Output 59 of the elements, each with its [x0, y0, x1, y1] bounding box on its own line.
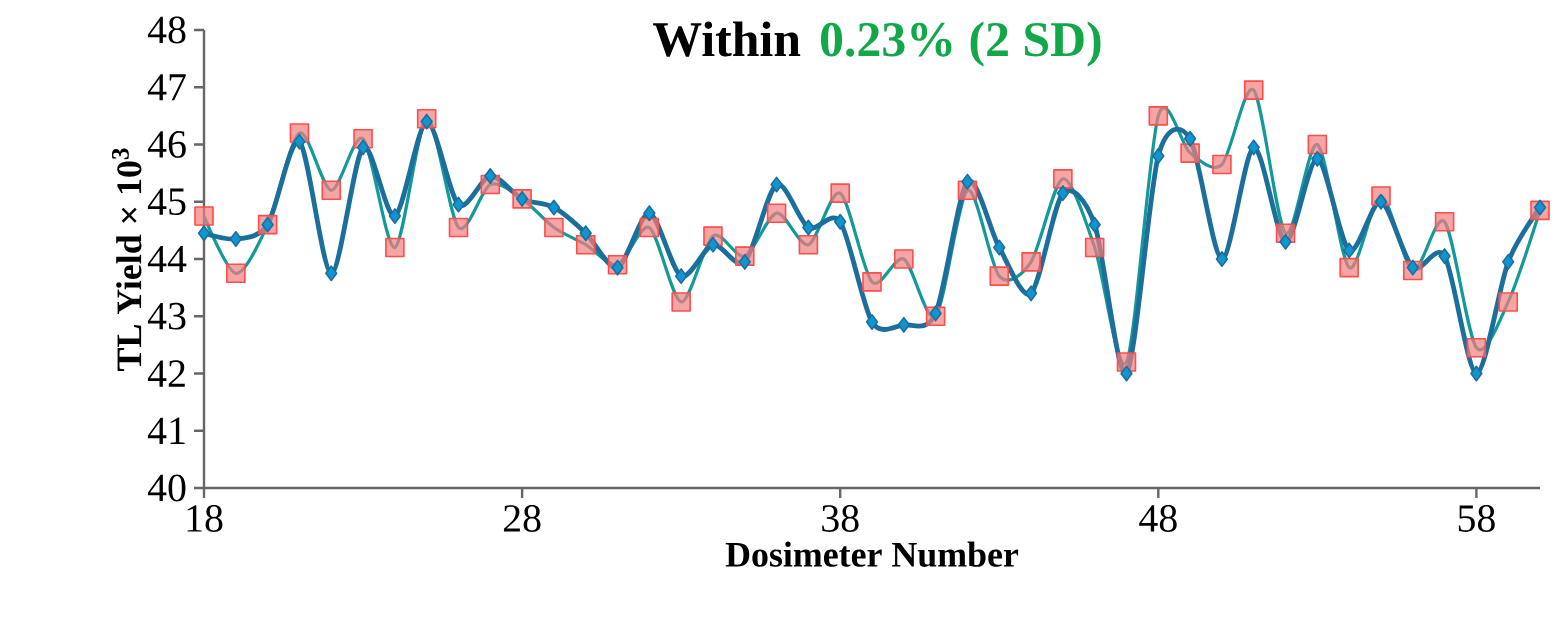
point — [388, 208, 402, 225]
point — [1279, 233, 1292, 250]
point — [484, 167, 497, 184]
y-tick-label: 47 — [147, 74, 186, 101]
chart-subtitle: 0.23% (2 SD) — [820, 21, 1101, 67]
point — [611, 259, 624, 276]
y-tick-label: 44 — [147, 245, 187, 273]
point — [420, 113, 433, 130]
point — [1183, 130, 1197, 147]
point — [738, 253, 751, 270]
y-tick-label: 46 — [147, 131, 186, 158]
point — [1311, 150, 1324, 167]
point — [834, 213, 847, 230]
point — [897, 316, 911, 333]
point — [356, 139, 370, 156]
y-axis-title: TL Yield × 10$^{3}$ — [111, 148, 142, 371]
point — [643, 205, 656, 222]
point — [1342, 242, 1356, 259]
point — [1374, 193, 1388, 210]
point — [1152, 147, 1165, 164]
point — [1088, 216, 1101, 233]
point — [961, 173, 974, 190]
point — [674, 268, 688, 285]
point — [1056, 185, 1070, 202]
point — [802, 219, 815, 236]
point — [293, 133, 306, 150]
point — [1215, 251, 1229, 267]
point — [770, 176, 783, 193]
point — [1024, 285, 1038, 302]
x-axis-title: Dosimeter Number — [725, 541, 1019, 567]
y-tick-label: 48 — [147, 16, 186, 44]
x-tick-label: 28 — [503, 505, 541, 532]
chart-title: Within — [653, 21, 801, 57]
y-tick-label: 43 — [147, 302, 186, 330]
y-tick-label: 42 — [147, 360, 185, 387]
point — [1470, 365, 1483, 382]
point — [1438, 248, 1451, 265]
x-tick-label: 58 — [1458, 505, 1495, 532]
y-tick-label: 41 — [147, 417, 185, 444]
x-tick-label: 38 — [822, 505, 859, 532]
point — [1120, 365, 1133, 382]
point — [1247, 139, 1260, 156]
point — [1406, 259, 1419, 276]
point — [197, 225, 211, 242]
point — [579, 225, 592, 242]
y-tick-label: 40 — [147, 474, 186, 502]
point — [547, 199, 561, 216]
point — [452, 196, 465, 213]
point — [229, 230, 243, 247]
point — [325, 265, 338, 282]
point — [1533, 199, 1547, 216]
point — [929, 305, 942, 322]
x-tick-label: 48 — [1139, 505, 1177, 532]
point — [865, 313, 879, 330]
point — [706, 236, 720, 253]
y-tick-label: 45 — [147, 188, 186, 216]
point — [1502, 253, 1515, 270]
point — [993, 239, 1006, 256]
x-tick-label: 18 — [187, 505, 223, 532]
